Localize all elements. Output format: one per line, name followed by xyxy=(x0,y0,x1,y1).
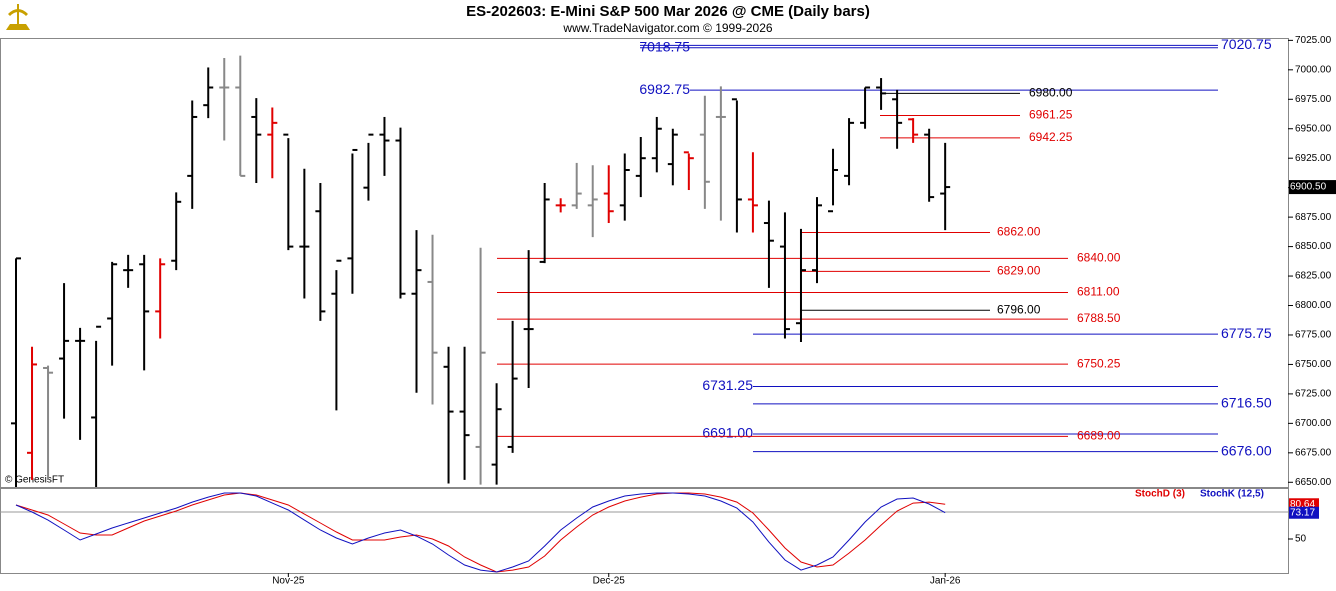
chart-title: ES-202603: E-Mini S&P 500 Mar 2026 @ CME… xyxy=(466,3,870,20)
x-tick-label: Nov-25 xyxy=(272,576,305,587)
level-label: 6750.25 xyxy=(1077,356,1121,370)
level-label: 6788.50 xyxy=(1077,311,1121,325)
level-label: 7020.75 xyxy=(1221,36,1272,52)
stoch-line xyxy=(15,492,946,573)
y-tick-label: 6975.00 xyxy=(1295,94,1332,105)
level-label: 6829.00 xyxy=(997,264,1041,278)
level-label: 6980.00 xyxy=(1029,86,1073,100)
x-tick-label: Jan-26 xyxy=(930,576,961,587)
y-tick-label: 6825.00 xyxy=(1295,271,1332,282)
level-label: 6676.00 xyxy=(1221,442,1272,458)
y-tick-label: 7000.00 xyxy=(1295,64,1332,75)
y-tick-label: 6950.00 xyxy=(1295,123,1332,134)
level-label: 6942.25 xyxy=(1029,130,1073,144)
stoch-line xyxy=(15,492,946,573)
last-price-box xyxy=(1289,180,1336,195)
watermark: © GenesisFT xyxy=(5,475,64,486)
y-tick-label: 6775.00 xyxy=(1295,330,1332,341)
legend-entry: StochK (12,5) xyxy=(1200,489,1264,500)
level-label: 6689.00 xyxy=(1077,428,1121,442)
y-tick-label: 6700.00 xyxy=(1295,418,1332,429)
level-label: 6716.50 xyxy=(1221,395,1272,411)
y-tick-label: 6675.00 xyxy=(1295,447,1332,458)
legend-entry: StochD (3) xyxy=(1135,489,1185,500)
y-tick-label: 6925.00 xyxy=(1295,153,1332,164)
level-label: 7018.75 xyxy=(639,38,690,54)
level-label: 6840.00 xyxy=(1077,251,1121,265)
level-label: 6961.25 xyxy=(1029,108,1073,122)
y-tick-label: 6875.00 xyxy=(1295,212,1332,223)
y-tick-label: 6650.00 xyxy=(1295,477,1332,488)
y-tick-label: 7025.00 xyxy=(1295,35,1332,46)
level-label: 6691.00 xyxy=(702,425,753,441)
price-panel xyxy=(0,38,1289,488)
y-tick-label: 6800.00 xyxy=(1295,300,1332,311)
level-label: 6811.00 xyxy=(1077,285,1120,299)
last-value-label: 80.64 xyxy=(1290,499,1315,510)
x-tick-label: Dec-25 xyxy=(593,576,626,587)
last-value-label: 73.17 xyxy=(1290,507,1315,518)
level-label: 6731.25 xyxy=(702,377,753,393)
level-label: 6982.75 xyxy=(639,81,690,97)
stoch-panel xyxy=(0,488,1289,574)
y-tick-label: 6850.00 xyxy=(1295,241,1332,252)
level-label: 6775.75 xyxy=(1221,325,1272,341)
y-tick-label: 50 xyxy=(1295,534,1307,545)
y-tick-label: 6725.00 xyxy=(1295,389,1332,400)
last-price-label: 6900.50 xyxy=(1290,182,1327,193)
level-label: 6862.00 xyxy=(997,225,1041,239)
last-value-box xyxy=(1289,506,1319,519)
y-tick-label: 6750.00 xyxy=(1295,359,1332,370)
chart-subtitle: www.TradeNavigator.com © 1999-2026 xyxy=(562,21,772,35)
level-label: 6796.00 xyxy=(997,302,1041,316)
logo xyxy=(6,4,30,30)
